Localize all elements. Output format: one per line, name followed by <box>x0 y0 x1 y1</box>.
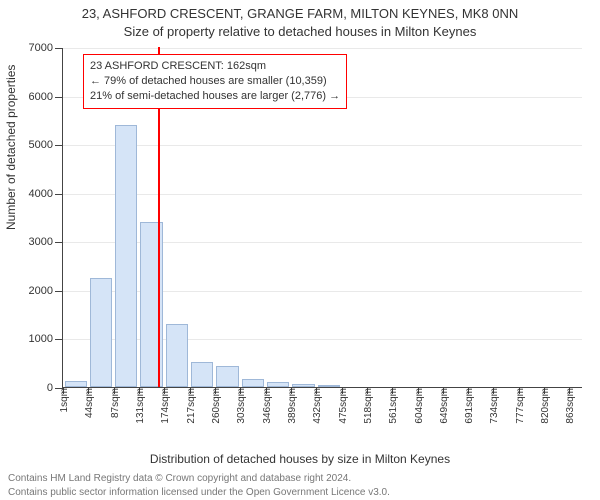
x-tick-label: 1sqm <box>59 388 70 412</box>
x-tick-label: 346sqm <box>261 388 272 424</box>
y-tick <box>55 242 63 243</box>
histogram-bar <box>115 125 137 387</box>
annotation-line: 21% of semi-detached houses are larger (… <box>90 89 340 104</box>
y-tick <box>55 339 63 340</box>
x-tick-label: 518sqm <box>363 388 374 424</box>
annotation-line: ← 79% of detached houses are smaller (10… <box>90 74 340 89</box>
x-tick-label: 734sqm <box>489 388 500 424</box>
histogram-bar <box>267 382 289 387</box>
x-tick-label: 389sqm <box>287 388 298 424</box>
y-tick <box>55 194 63 195</box>
y-axis-label: Number of detached properties <box>4 65 18 230</box>
histogram-bar <box>166 324 188 387</box>
chart-title: Size of property relative to detached ho… <box>0 24 600 39</box>
chart-suptitle: 23, ASHFORD CRESCENT, GRANGE FARM, MILTO… <box>0 6 600 21</box>
footer-copyright-1: Contains HM Land Registry data © Crown c… <box>8 473 351 484</box>
annotation-box: 23 ASHFORD CRESCENT: 162sqm← 79% of deta… <box>83 54 347 109</box>
y-tick <box>55 48 63 49</box>
x-tick-label: 217sqm <box>185 388 196 424</box>
y-tick-label: 1000 <box>29 333 53 345</box>
x-tick-label: 863sqm <box>565 388 576 424</box>
x-tick-label: 131sqm <box>135 388 146 424</box>
x-tick-label: 649sqm <box>439 388 450 424</box>
y-tick <box>55 291 63 292</box>
gridline-h <box>63 145 582 146</box>
histogram-bar <box>292 384 314 387</box>
histogram-bar <box>318 385 340 387</box>
gridline-h <box>63 48 582 49</box>
y-tick-label: 5000 <box>29 139 53 151</box>
x-tick-label: 44sqm <box>84 388 95 418</box>
histogram-bar <box>242 379 264 387</box>
x-tick-label: 475sqm <box>337 388 348 424</box>
y-tick-label: 4000 <box>29 188 53 200</box>
gridline-h <box>63 194 582 195</box>
x-tick-label: 777sqm <box>515 388 526 424</box>
chart-container: 23, ASHFORD CRESCENT, GRANGE FARM, MILTO… <box>0 0 600 500</box>
plot-area: 010002000300040005000600070001sqm44sqm87… <box>62 48 582 388</box>
y-tick-label: 2000 <box>29 285 53 297</box>
y-tick-label: 0 <box>47 382 53 394</box>
x-tick-label: 87sqm <box>109 388 120 418</box>
x-tick-label: 260sqm <box>211 388 222 424</box>
y-tick-label: 3000 <box>29 236 53 248</box>
histogram-bar <box>90 278 112 387</box>
x-tick-label: 303sqm <box>236 388 247 424</box>
y-tick-label: 6000 <box>29 91 53 103</box>
y-tick <box>55 97 63 98</box>
y-tick <box>55 145 63 146</box>
x-tick-label: 174sqm <box>160 388 171 424</box>
x-axis-label: Distribution of detached houses by size … <box>0 452 600 466</box>
x-tick-label: 820sqm <box>540 388 551 424</box>
x-tick-label: 432sqm <box>312 388 323 424</box>
annotation-line: 23 ASHFORD CRESCENT: 162sqm <box>90 59 340 74</box>
x-tick-label: 604sqm <box>413 388 424 424</box>
x-tick-label: 561sqm <box>388 388 399 424</box>
histogram-bar <box>65 381 87 387</box>
y-tick-label: 7000 <box>29 42 53 54</box>
x-tick-label: 691sqm <box>464 388 475 424</box>
histogram-bar <box>191 362 213 387</box>
footer-copyright-2: Contains public sector information licen… <box>8 487 390 498</box>
histogram-bar <box>216 366 238 387</box>
